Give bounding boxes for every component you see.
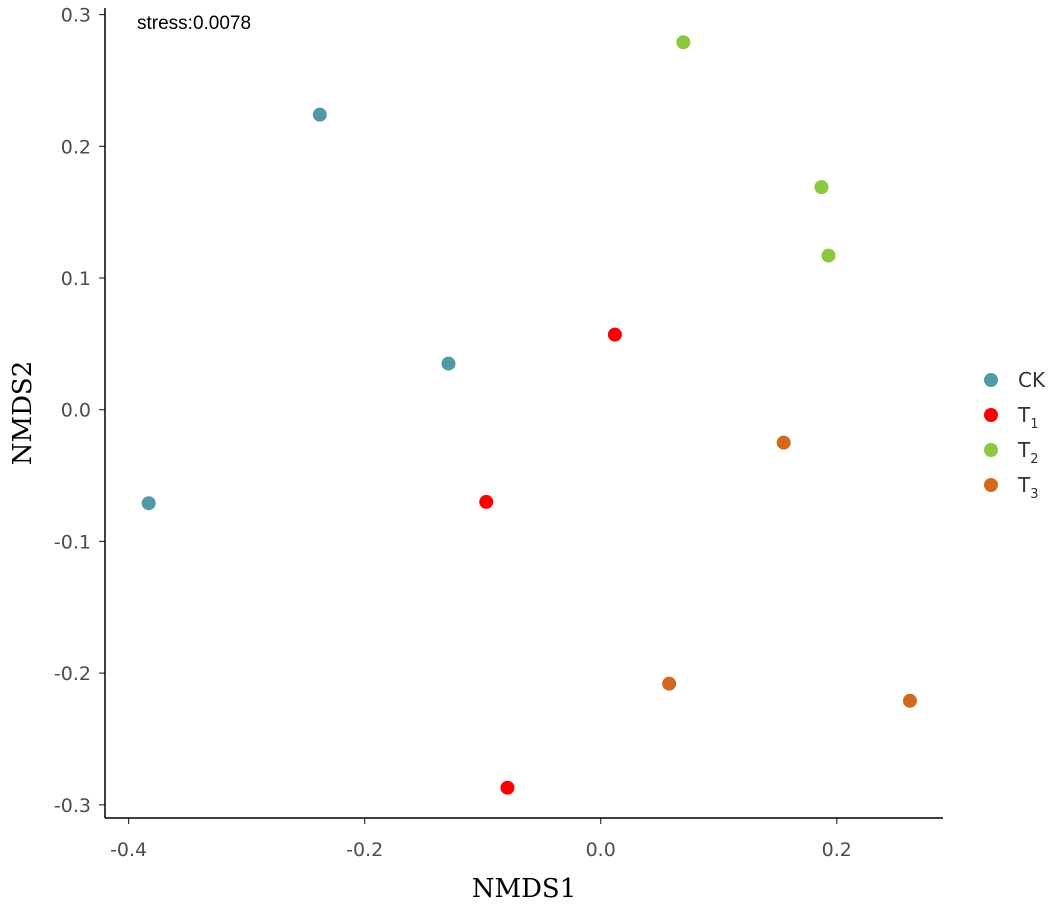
point-t2 xyxy=(676,35,691,50)
point-ck xyxy=(441,356,456,371)
x-axis-ticks: -0.4 -0.2 0.0 0.2 xyxy=(110,818,852,861)
y-tick-label: -0.3 xyxy=(54,795,91,817)
x-tick-label: -0.4 xyxy=(110,839,147,861)
y-tick-label: 0.1 xyxy=(61,268,91,290)
legend-label: T1 xyxy=(1017,403,1039,432)
point-ck xyxy=(141,496,156,511)
point-t1 xyxy=(479,494,494,509)
legend: CK T1 T2 T3 xyxy=(984,368,1046,502)
x-axis-title: NMDS1 xyxy=(472,874,577,904)
y-tick-label: -0.2 xyxy=(54,663,91,685)
y-axis-title: NMDS2 xyxy=(8,361,38,466)
x-tick-label: 0.0 xyxy=(586,839,616,861)
legend-label: T2 xyxy=(1017,438,1039,467)
y-axis-ticks: 0.3 0.2 0.1 0.0 -0.1 -0.2 -0.3 xyxy=(54,5,105,817)
point-t1 xyxy=(500,780,515,795)
legend-marker xyxy=(984,478,998,492)
legend-item-t3: T3 xyxy=(984,473,1039,502)
x-tick-label: 0.2 xyxy=(822,839,852,861)
x-tick-label: -0.2 xyxy=(346,839,383,861)
y-tick-label: 0.3 xyxy=(61,5,91,27)
legend-marker xyxy=(984,373,998,387)
legend-item-t1: T1 xyxy=(984,403,1039,432)
legend-item-ck: CK xyxy=(984,368,1046,392)
point-t3 xyxy=(902,693,917,708)
legend-label: T3 xyxy=(1017,473,1039,502)
stress-annotation: stress:0.0078 xyxy=(137,13,251,34)
y-tick-label: 0.2 xyxy=(61,136,91,158)
legend-item-t2: T2 xyxy=(984,438,1039,467)
legend-marker xyxy=(984,443,998,457)
point-t3 xyxy=(662,676,677,691)
point-t2 xyxy=(814,180,829,195)
y-tick-label: -0.1 xyxy=(54,531,91,553)
legend-label: CK xyxy=(1018,368,1046,392)
point-t2 xyxy=(821,248,836,263)
point-t3 xyxy=(776,435,791,450)
point-t1 xyxy=(607,327,622,342)
data-points xyxy=(141,35,917,795)
legend-marker xyxy=(984,408,998,422)
point-ck xyxy=(312,107,327,122)
y-tick-label: 0.0 xyxy=(61,400,91,422)
